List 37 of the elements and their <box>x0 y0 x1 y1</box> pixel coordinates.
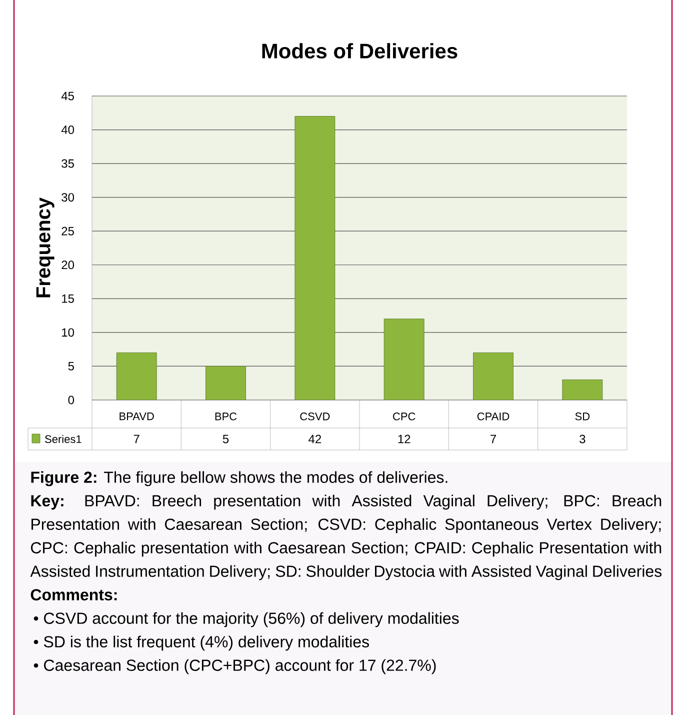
text: • SD is the list frequent (4%) delivery modalities <box>34 636 369 651</box>
x-tick-label: BPAVD <box>120 412 154 420</box>
y-tick-label: 20 <box>62 260 74 270</box>
text: • Caesarean Section (CPC+BPC) account for 17 (22.7%) <box>34 659 436 674</box>
text: Figure 2: The figure bellow shows the modes of deliveries. <box>31 471 448 486</box>
data-label: 3 <box>580 434 586 444</box>
x-tick-label: CPC <box>393 412 416 420</box>
text: Key: BPAVD: Breech presentation with Assisted Vaginal Delivery; BPC: Breach Presentation with Caesarean Section; CSVD: Cephalic Spontaneous Vertex Delivery; CPC: Cephalic presentation with Caesarean Section; CPAID: Cephalic Presentation with Assisted Instrumentation Delivery; SD: Shoulder Dystocia with Assisted Vaginal Deliveries <box>30 494 662 580</box>
bar <box>116 352 157 400</box>
y-tick-label: 10 <box>62 328 74 337</box>
x-tick-label: CPAID <box>477 412 510 420</box>
y-tick-label: 15 <box>62 294 74 303</box>
chart-title: Modes of Deliveries <box>262 43 458 58</box>
data-label: 42 <box>308 434 321 444</box>
data-label: 7 <box>490 434 496 444</box>
text: Comments: <box>30 589 117 600</box>
x-tick-label: SD <box>575 412 590 420</box>
bar <box>562 380 603 400</box>
y-tick-label: 5 <box>68 362 74 370</box>
bar <box>473 352 514 400</box>
data-label: 7 <box>134 434 140 444</box>
bar <box>206 366 246 400</box>
data-label: 5 <box>222 434 229 444</box>
y-tick-label: 0 <box>68 396 74 404</box>
legend-label: Series1 <box>45 434 82 444</box>
bar <box>384 318 424 400</box>
x-tick-label: CSVD <box>300 412 330 420</box>
data-label: 12 <box>398 434 410 444</box>
y-tick-label: 30 <box>62 193 74 202</box>
y-tick-label: 40 <box>61 126 74 134</box>
bar <box>294 116 336 400</box>
x-tick-label: BPC <box>215 412 237 420</box>
y-tick-label: 25 <box>62 226 74 236</box>
text: • CSVD account for the majority (56%) of delivery modalities <box>34 612 459 628</box>
y-tick-label: 45 <box>61 92 74 100</box>
y-axis-title: Frequency <box>36 198 54 298</box>
y-tick-label: 35 <box>62 159 74 168</box>
